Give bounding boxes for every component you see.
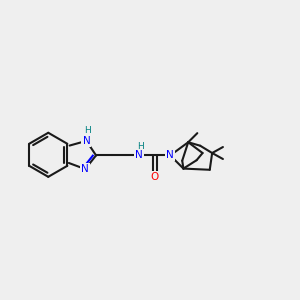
Text: N: N (81, 164, 89, 174)
Text: H: H (84, 126, 91, 135)
Text: H: H (137, 142, 144, 151)
Text: N: N (167, 150, 174, 161)
Text: N: N (82, 136, 90, 146)
Text: O: O (151, 172, 159, 182)
Text: N: N (135, 150, 143, 161)
